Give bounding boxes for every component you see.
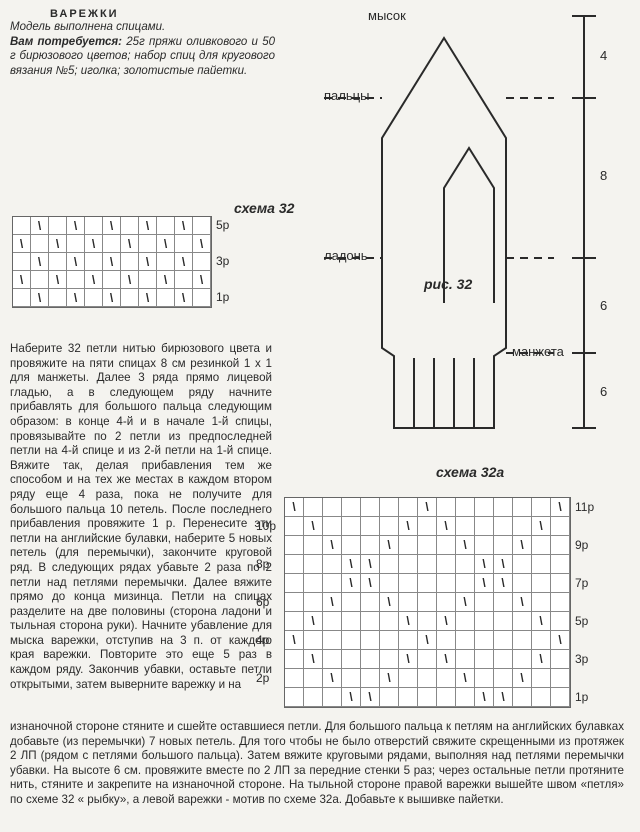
mitten-diagram: мысок пальцы ладонь манжета 4 8 6 6 рис.… [324,8,624,438]
fig-label: рис. 32 [424,276,472,292]
meas-3: 6 [600,384,607,399]
chart-32-rowlabel: 5р [216,218,229,232]
chart-32a [284,497,571,708]
body-bottom: изнаночной стороне стяните и сшейте оста… [10,720,624,808]
lbl-cuff: манжета [512,344,564,359]
chart-32a-rowlabel: 8р [256,557,269,571]
chart-32a-rowlabel: 11р [575,500,594,514]
chart-32a-rowlabel: 9р [575,538,588,552]
materials-label: Вам потребуется: [10,36,122,48]
schema32-label: схема 32 [234,200,294,216]
chart-32 [12,216,212,308]
chart-32a-rowlabel: 3р [575,652,588,666]
chart-32-rowlabel: 1р [216,290,229,304]
meas-2: 6 [600,298,607,313]
lbl-fingers: пальцы [324,88,369,103]
chart-32a-rowlabel: 4р [256,633,269,647]
meas-0: 4 [600,48,607,63]
materials: Вам потребуется: 25г пряжи оливкового и … [10,35,275,78]
chart-32a-rowlabel: 10р [256,519,276,533]
chart-32a-rowlabel: 2р [256,671,269,685]
chart-32a-rowlabel: 1р [575,690,588,704]
schema32a-label: схема 32а [436,464,504,480]
body-left: Наберите 32 петли нитью бирюзового цвета… [10,342,272,692]
lbl-palm: ладонь [324,248,368,263]
chart-32a-rowlabel: 5р [575,614,588,628]
chart-32-rowlabel: 3р [216,254,229,268]
chart-32a-rowlabel: 7р [575,576,588,590]
meas-1: 8 [600,168,607,183]
lbl-tip: мысок [368,8,406,23]
chart-32a-rowlabel: 6р [256,595,269,609]
